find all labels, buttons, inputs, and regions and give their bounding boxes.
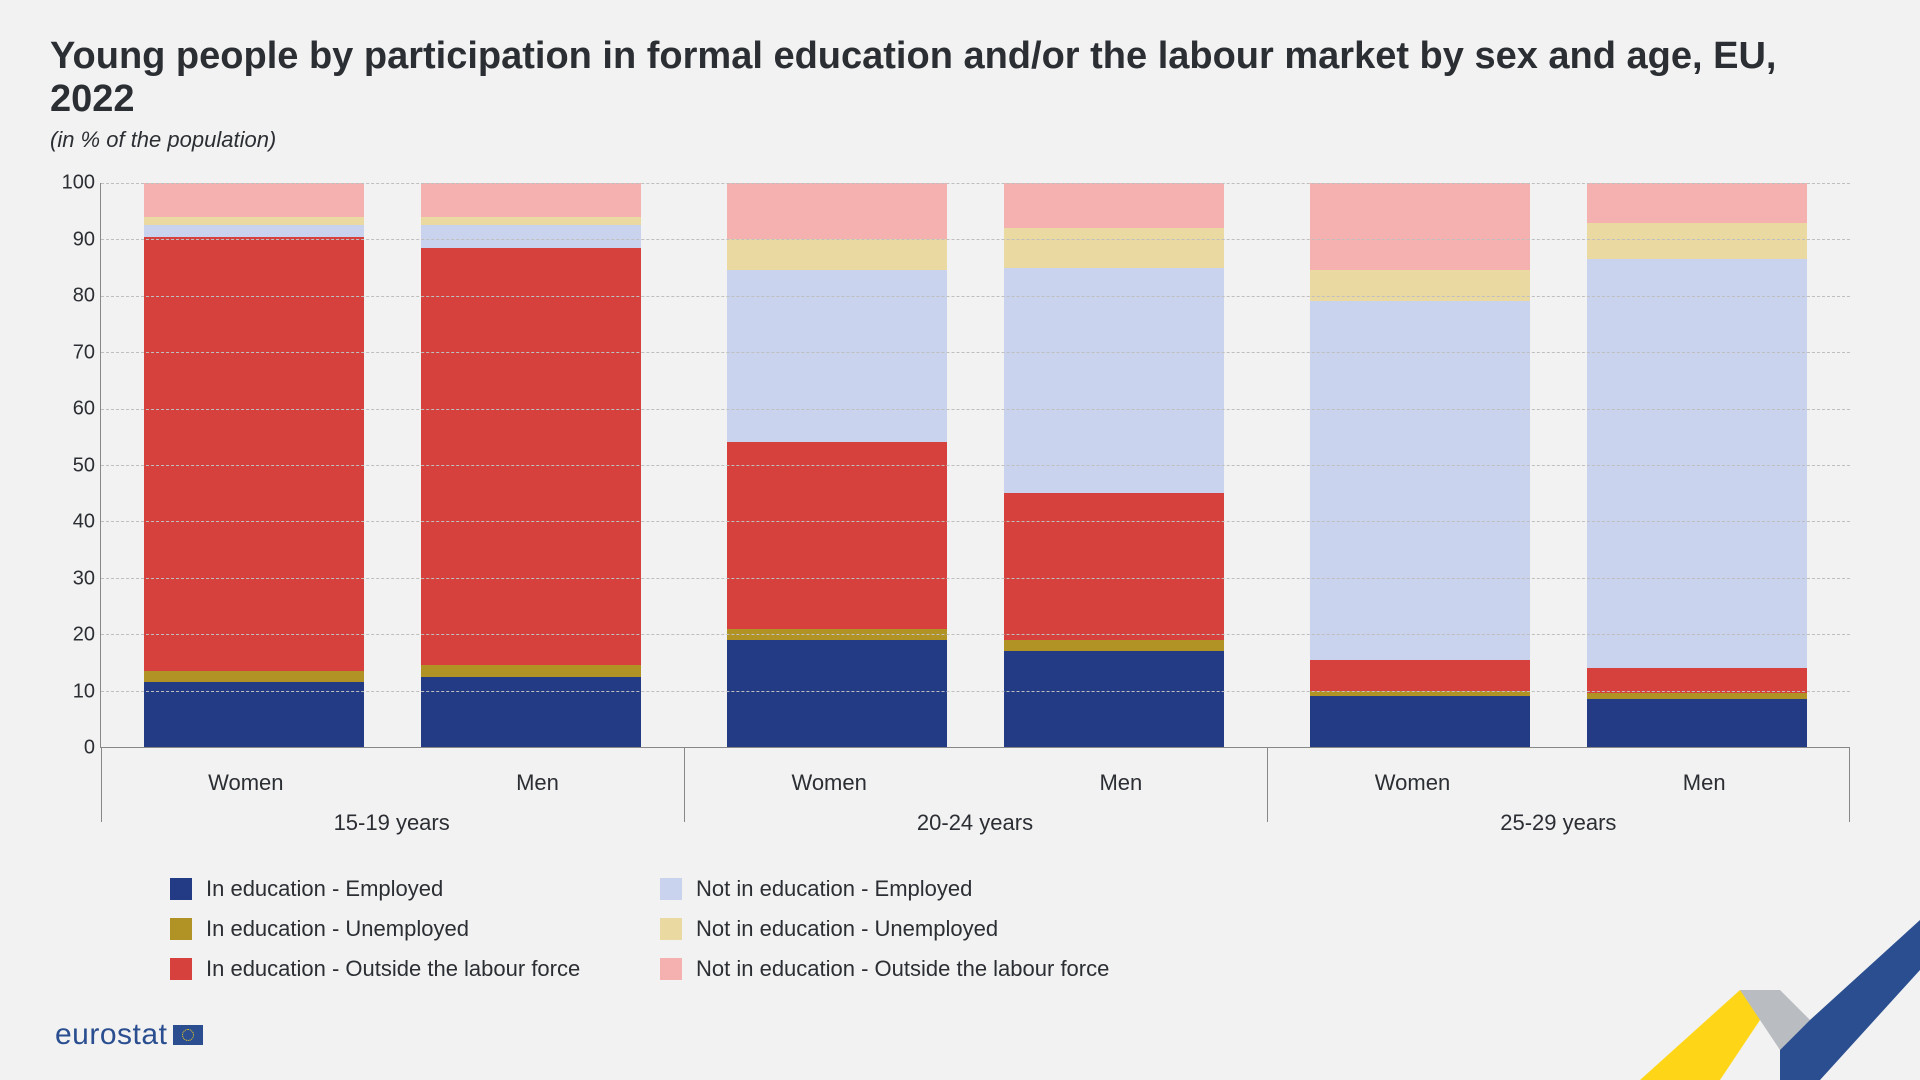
bar-segment [727,239,947,270]
bar-segment [421,217,641,225]
grid-line [101,183,1850,184]
bar-segment [1004,640,1224,651]
bar-segment [727,183,947,239]
logo-text: eurostat [55,1018,167,1052]
age-label: 25-29 years [1267,796,1850,836]
bar-segment [1310,660,1530,691]
legend-row: In education - Outside the labour force N… [170,956,1870,982]
bar-segment [421,665,641,676]
y-tick: 30 [45,567,95,590]
legend-label: In education - Outside the labour force [206,956,580,982]
grid-line [101,465,1850,466]
bar-segment [1310,270,1530,301]
y-tick: 100 [45,172,95,195]
bar-segment [144,671,364,682]
legend-item: Not in education - Outside the labour fo… [660,956,1120,982]
bar-segment [144,237,364,671]
bar-segment [144,682,364,747]
bar-segment [727,640,947,747]
legend-item: In education - Employed [170,876,630,902]
y-tick: 70 [45,341,95,364]
bar-segment [421,183,641,217]
bar-segment [421,677,641,748]
sex-label: Men [392,758,684,796]
bar-segment [1310,183,1530,270]
legend-item: In education - Outside the labour force [170,956,630,982]
legend-item: Not in education - Employed [660,876,1120,902]
y-tick: 60 [45,398,95,421]
bar-segment [144,183,364,217]
y-axis: 0102030405060708090100 [45,183,95,748]
chart-title: Young people by participation in formal … [50,35,1870,121]
age-label: 20-24 years [683,796,1266,836]
bar-segment [1587,699,1807,747]
legend-label: Not in education - Unemployed [696,916,998,942]
y-tick: 90 [45,228,95,251]
bar-segment [1004,493,1224,640]
legend-label: In education - Unemployed [206,916,469,942]
grid-line [101,578,1850,579]
eurostat-logo: eurostat [55,1018,203,1052]
x-group: WomenMen15-19 years [100,758,683,836]
legend-row: In education - Unemployed Not in educatio… [170,916,1870,942]
x-axis-labels: WomenMen15-19 yearsWomenMen20-24 yearsWo… [100,758,1850,836]
legend-swatch [660,878,682,900]
legend-label: In education - Employed [206,876,443,902]
y-tick: 40 [45,511,95,534]
plot-area [100,183,1850,748]
legend: In education - Employed Not in education … [170,876,1870,982]
eu-flag-icon [173,1025,203,1045]
bar-segment [1587,183,1807,222]
sex-label: Women [1267,758,1559,796]
bar-segment [421,248,641,665]
bar-segment [144,217,364,225]
y-tick: 80 [45,285,95,308]
legend-swatch [170,878,192,900]
bar-segment [1310,696,1530,747]
chart-subtitle: (in % of the population) [50,127,1870,153]
sex-label: Men [1558,758,1850,796]
grid-line [101,352,1850,353]
y-tick: 50 [45,454,95,477]
grid-line [101,239,1850,240]
grid-line [101,634,1850,635]
legend-item: Not in education - Unemployed [660,916,1120,942]
bar-segment [1004,651,1224,747]
legend-swatch [170,918,192,940]
grid-line [101,409,1850,410]
chart-area: 0102030405060708090100 [100,183,1850,748]
grid-line [101,691,1850,692]
legend-item: In education - Unemployed [170,916,630,942]
grid-line [101,296,1850,297]
bar-segment [421,225,641,248]
grid-line [101,521,1850,522]
x-group: WomenMen25-29 years [1267,758,1850,836]
bar-segment [1004,183,1224,228]
y-tick: 10 [45,680,95,703]
bar-segment [1004,268,1224,494]
bar-segment [727,442,947,628]
bar-segment [1587,259,1807,668]
legend-label: Not in education - Outside the labour fo… [696,956,1109,982]
sex-label: Men [975,758,1267,796]
x-group: WomenMen20-24 years [683,758,1266,836]
y-tick: 0 [45,737,95,760]
age-label: 15-19 years [100,796,683,836]
y-tick: 20 [45,624,95,647]
legend-label: Not in education - Employed [696,876,972,902]
legend-swatch [170,958,192,980]
legend-swatch [660,958,682,980]
bar-segment [1310,301,1530,659]
bar-segment [144,225,364,236]
legend-row: In education - Employed Not in education … [170,876,1870,902]
sex-label: Women [683,758,975,796]
bar-segment [1004,228,1224,267]
sex-label: Women [100,758,392,796]
bar-segment [1587,223,1807,260]
legend-swatch [660,918,682,940]
